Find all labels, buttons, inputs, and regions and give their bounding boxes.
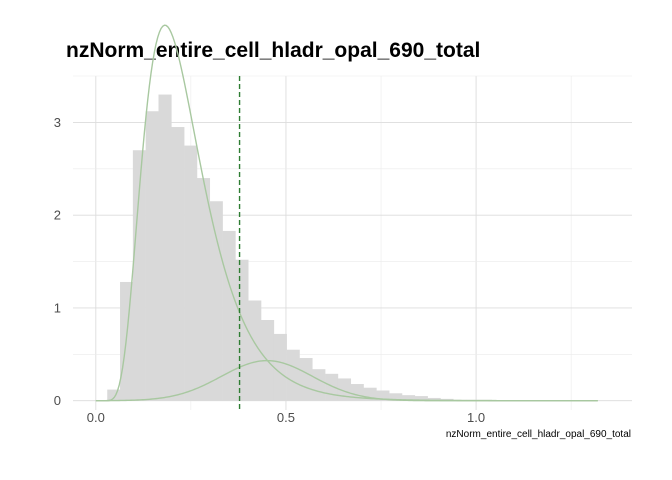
- histogram-bar: [235, 259, 249, 401]
- x-axis-label: nzNorm_entire_cell_hladr_opal_690_total: [446, 429, 631, 440]
- y-tick-label: 2: [54, 208, 61, 223]
- histogram-bar: [158, 94, 172, 401]
- histogram-bars: [107, 94, 569, 401]
- y-tick-label: 1: [54, 300, 61, 315]
- histogram-bar: [209, 201, 223, 401]
- x-tick-label: 0.5: [277, 410, 295, 425]
- histogram-bar: [196, 178, 211, 401]
- x-tick-label: 1.0: [467, 410, 485, 425]
- histogram-bar: [414, 396, 428, 401]
- histogram-bar: [350, 384, 364, 401]
- histogram-bar: [312, 369, 326, 401]
- histogram-bar: [376, 390, 390, 401]
- chart-title: nzNorm_entire_cell_hladr_opal_690_total: [66, 39, 480, 62]
- histogram-bar: [286, 349, 300, 401]
- density-curve: [95, 359, 598, 402]
- histogram-bar: [107, 389, 121, 401]
- y-tick-label: 3: [54, 115, 61, 130]
- y-tick-label: 0: [54, 393, 61, 408]
- y-axis-ticks: 0 1 2 3: [54, 115, 61, 408]
- histogram-bar: [401, 395, 416, 401]
- histogram-bar: [248, 300, 262, 401]
- histogram-bar: [273, 333, 287, 401]
- density-curves: [95, 24, 598, 402]
- histogram-bar: [171, 127, 185, 401]
- histogram-bar: [325, 373, 339, 401]
- histogram-bar: [427, 397, 441, 401]
- histogram-bar: [389, 393, 403, 401]
- histogram-bar: [145, 111, 159, 401]
- x-tick-label: 0.0: [87, 410, 105, 425]
- x-axis-ticks: 0.0 0.5 1.0: [87, 410, 485, 425]
- histogram-bar: [184, 145, 198, 401]
- histogram-bar: [132, 150, 146, 401]
- histogram-bar: [299, 358, 313, 401]
